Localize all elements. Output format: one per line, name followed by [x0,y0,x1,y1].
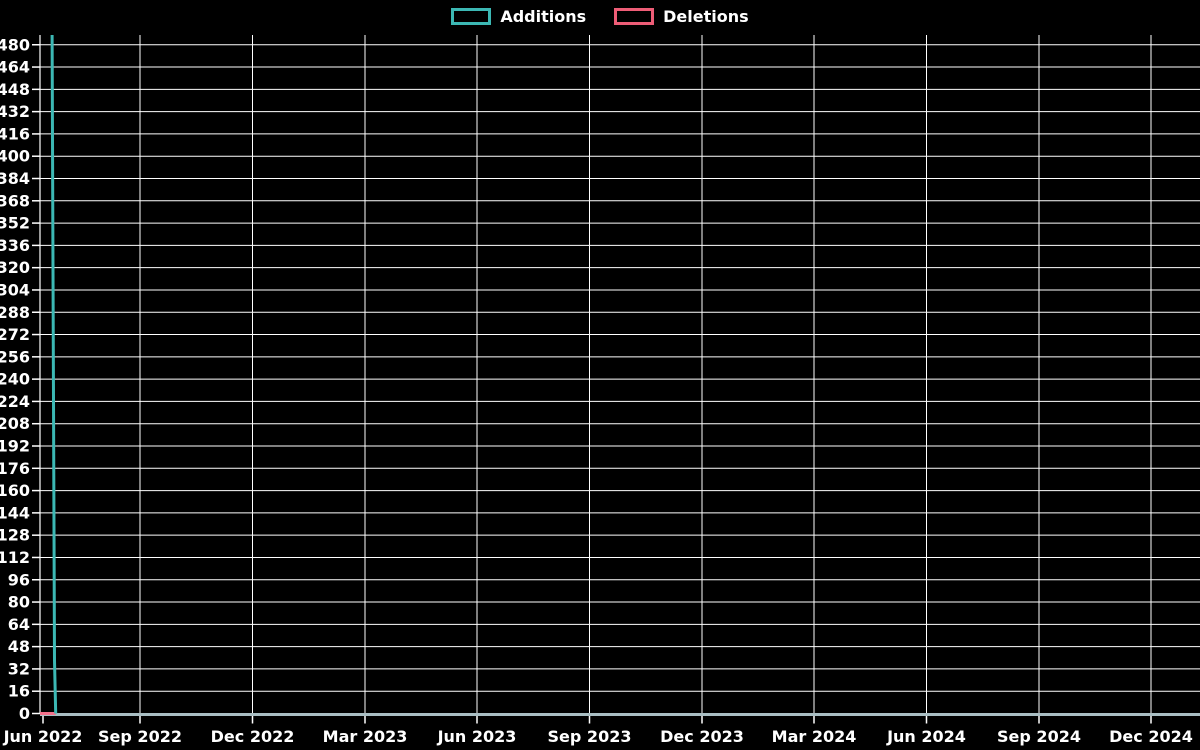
svg-text:416: 416 [0,124,30,143]
svg-text:16: 16 [8,682,30,701]
svg-text:480: 480 [0,35,30,54]
svg-text:224: 224 [0,392,30,411]
additions-swatch-icon [451,8,492,25]
svg-text:144: 144 [0,503,30,522]
svg-text:208: 208 [0,414,30,433]
y-gridlines [40,44,1200,714]
legend-label-additions: Additions [500,7,587,26]
x-tick-labels: Jun 2022 Sep 2022 Dec 2022 Mar 2023 Jun 2023… [3,727,1193,746]
svg-text:368: 368 [0,191,30,210]
svg-text:272: 272 [0,325,30,344]
svg-text:96: 96 [8,570,30,589]
x-gridlines [139,35,1152,714]
svg-text:Jun 2024: Jun 2024 [886,727,966,746]
svg-text:336: 336 [0,236,30,255]
svg-text:240: 240 [0,370,30,389]
y-tick-marks [32,44,40,715]
svg-text:Dec 2023: Dec 2023 [660,727,744,746]
svg-text:64: 64 [8,615,30,634]
svg-text:128: 128 [0,526,30,545]
chart-legend: Additions Deletions [0,5,1200,28]
svg-text:Sep 2024: Sep 2024 [997,727,1081,746]
deletions-swatch-icon [614,8,655,25]
svg-text:0: 0 [19,704,30,723]
svg-text:192: 192 [0,437,30,456]
svg-text:Jun 2022: Jun 2022 [3,727,83,746]
svg-text:176: 176 [0,459,30,478]
legend-item-additions[interactable]: Additions [451,5,586,28]
svg-text:Jun 2023: Jun 2023 [437,727,517,746]
svg-text:256: 256 [0,347,30,366]
y-tick-labels: 0 16 32 48 64 80 96 112 128 144 160 176 192 208 224 240… [0,35,30,723]
svg-text:Sep 2023: Sep 2023 [548,727,632,746]
svg-text:Sep 2022: Sep 2022 [98,727,182,746]
svg-text:448: 448 [0,80,30,99]
svg-text:80: 80 [8,593,30,612]
svg-text:352: 352 [0,214,30,233]
additions-line [50,34,58,714]
svg-text:48: 48 [8,637,30,656]
svg-text:400: 400 [0,147,30,166]
svg-text:Mar 2024: Mar 2024 [772,727,857,746]
svg-text:Dec 2024: Dec 2024 [1109,727,1193,746]
legend-item-deletions[interactable]: Deletions [614,5,749,28]
svg-text:Mar 2023: Mar 2023 [323,727,408,746]
svg-text:Dec 2022: Dec 2022 [211,727,295,746]
svg-text:32: 32 [8,659,30,678]
svg-text:384: 384 [0,169,30,188]
x-tick-marks [42,716,1152,724]
svg-text:320: 320 [0,258,30,277]
svg-text:112: 112 [0,548,30,567]
svg-text:288: 288 [0,303,30,322]
svg-text:160: 160 [0,481,30,500]
svg-text:304: 304 [0,280,30,299]
svg-text:464: 464 [0,58,30,77]
legend-label-deletions: Deletions [663,7,749,26]
svg-text:432: 432 [0,102,30,121]
